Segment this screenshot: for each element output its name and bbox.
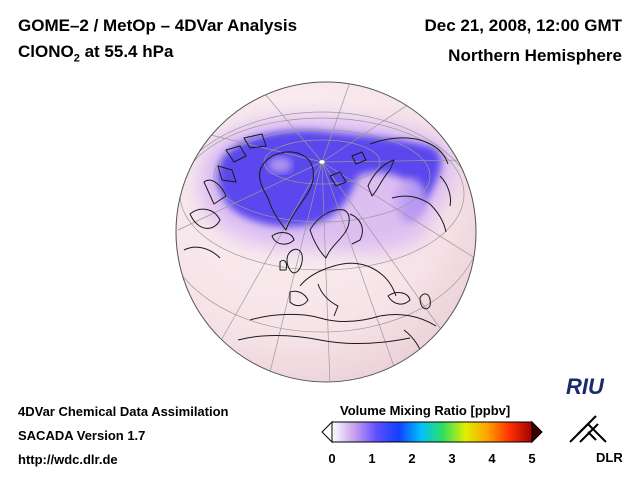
colorbar-tick-5: 5 <box>528 451 536 466</box>
colorbar-title: Volume Mixing Ratio [ppbv] <box>340 403 511 418</box>
footer-version: SACADA Version 1.7 <box>18 428 146 443</box>
map-title: GOME–2 / MetOp – 4DVar Analysis <box>18 16 298 35</box>
colorbar-tick-4: 4 <box>488 451 496 466</box>
colorbar <box>321 420 543 444</box>
footer-assimilation: 4DVar Chemical Data Assimilation <box>18 404 229 419</box>
footer-url[interactable]: http://wdc.dlr.de <box>18 452 118 467</box>
species-subscript: 2 <box>73 52 80 65</box>
colorbar-gradient <box>331 421 533 443</box>
coastlines <box>183 133 451 361</box>
globe-map <box>175 81 477 383</box>
vortex-core <box>217 130 442 227</box>
species-level-title: ClONO2 at 55.4 hPa <box>18 42 173 64</box>
colorbar-over-arrow <box>531 420 543 444</box>
colorbar-tick-0: 0 <box>328 451 336 466</box>
analysis-date: Dec 21, 2008, 12:00 GMT <box>424 16 622 35</box>
pink-patch <box>268 157 292 173</box>
hemisphere-label: Northern Hemisphere <box>448 46 622 65</box>
dlr-logo-mark <box>569 415 607 443</box>
vortex-inner-light <box>394 178 426 222</box>
colorbar-tick-3: 3 <box>448 451 456 466</box>
graticule <box>176 82 476 382</box>
riu-logo: RIU <box>566 374 604 399</box>
colorbar-tick-1: 1 <box>368 451 376 466</box>
pressure-level: at 55.4 hPa <box>79 42 174 61</box>
pole-marker <box>318 159 326 165</box>
colorbar-under-arrow <box>321 420 333 444</box>
species-name: ClONO <box>18 42 74 61</box>
colorbar-tick-2: 2 <box>408 451 416 466</box>
dlr-logo-text: DLR <box>596 450 623 465</box>
